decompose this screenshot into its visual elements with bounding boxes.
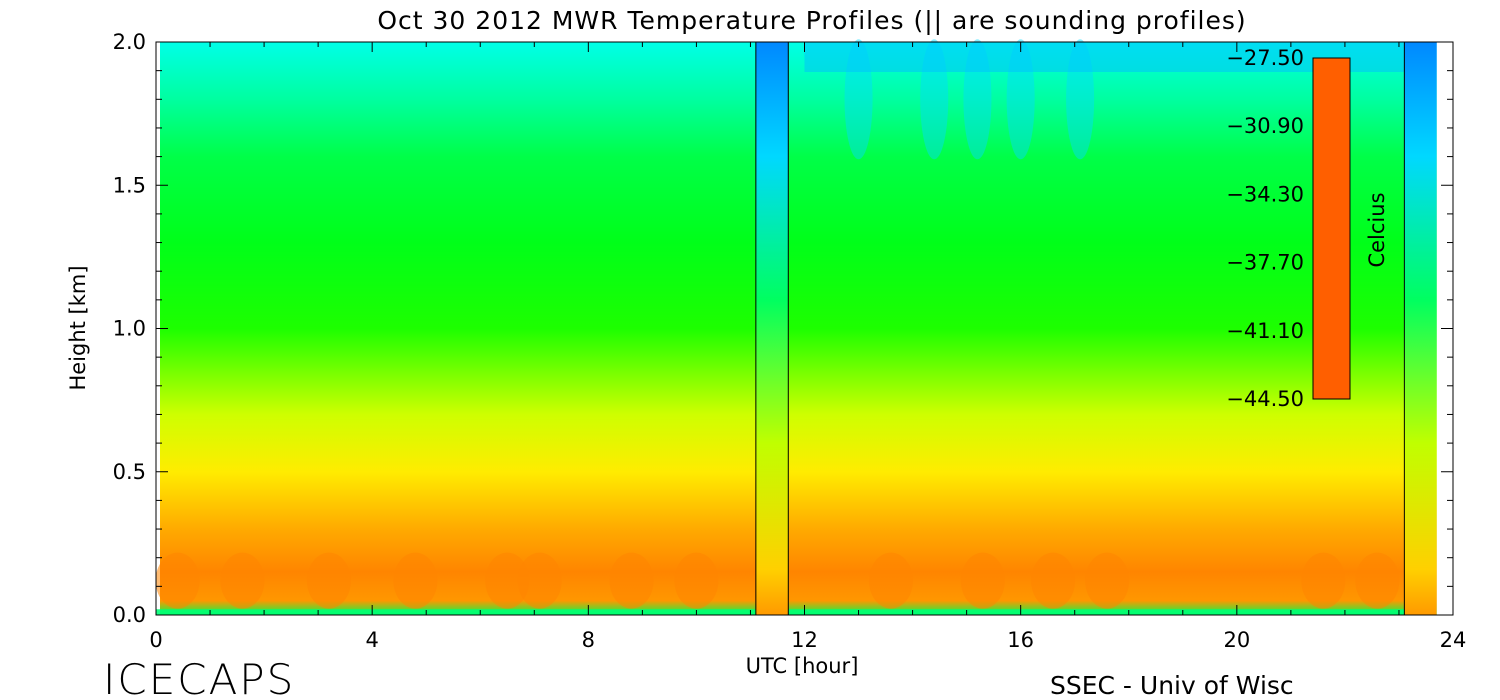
- y-tick-label: 0.0: [113, 603, 146, 627]
- colorbar: −27.50 −30.90 −34.30 −37.70 −41.10 −44.50 Cel…: [1226, 46, 1389, 411]
- y-axis-label: Height [km]: [66, 265, 90, 390]
- colorbar-tick-label: −34.30: [1226, 182, 1304, 206]
- y-tick-label: 0.5: [113, 460, 146, 484]
- sounding-stripe-1: [1404, 42, 1437, 615]
- warm-core-5: [517, 552, 562, 609]
- x-tick-label: 12: [791, 628, 818, 652]
- colorbar-tick-label: −30.90: [1226, 114, 1304, 138]
- warm-core-3: [393, 552, 438, 609]
- warm-core-12: [1301, 552, 1346, 609]
- y-tick-label: 2.0: [113, 30, 146, 54]
- y-tick-labels: 0.0 0.5 1.0 1.5 2.0: [113, 30, 146, 627]
- colorbar-tick-label: −41.10: [1226, 319, 1304, 343]
- warm-core-2: [306, 552, 351, 609]
- x-axis-label: UTC [hour]: [746, 654, 859, 678]
- warm-core-1: [220, 552, 265, 609]
- y-tick-label: 1.0: [113, 317, 146, 341]
- chart-title: Oct 30 2012 MWR Temperature Profiles (||…: [377, 6, 1246, 35]
- colorbar-tick-label: −27.50: [1226, 46, 1304, 70]
- x-tick-label: 24: [1440, 628, 1467, 652]
- warm-core-13: [1355, 552, 1400, 609]
- warm-core-11: [1085, 552, 1130, 609]
- warm-core-7: [674, 552, 719, 609]
- axes: 0 4 8 12 16 20 24 0.0 0.5 1.0 1.5 2.0: [113, 30, 1467, 652]
- warm-core-10: [1031, 552, 1076, 609]
- footer-credit: SSEC - Univ of Wisc: [1050, 671, 1294, 700]
- x-tick-label: 20: [1223, 628, 1250, 652]
- x-tick-labels: 0 4 8 12 16 20 24: [149, 628, 1466, 652]
- colorbar-tick-label: −44.50: [1226, 387, 1304, 411]
- sounding-profiles: [755, 42, 1453, 615]
- colorbar-scale: [1312, 57, 1351, 400]
- x-tick-label: 0: [149, 628, 162, 652]
- warm-core-6: [609, 552, 654, 609]
- colorbar-tick-label: −37.70: [1226, 251, 1304, 275]
- x-tick-label: 16: [1007, 628, 1034, 652]
- colorbar-ticks: −27.50 −30.90 −34.30 −37.70 −41.10 −44.50: [1226, 46, 1304, 411]
- sounding-stripe-0: [755, 42, 789, 615]
- warm-core-9: [960, 552, 1005, 609]
- x-tick-label: 4: [365, 628, 378, 652]
- warm-core-4: [485, 552, 530, 609]
- colorbar-label: Celcius: [1365, 192, 1389, 267]
- heatmap-field: [160, 42, 1437, 615]
- x-tick-label: 8: [582, 628, 595, 652]
- tick-marks: [155, 41, 1454, 616]
- warm-core-8: [868, 552, 913, 609]
- footer-project-name: ICECAPS: [103, 655, 295, 700]
- warm-core-0: [155, 552, 200, 609]
- y-tick-label: 1.5: [113, 173, 146, 197]
